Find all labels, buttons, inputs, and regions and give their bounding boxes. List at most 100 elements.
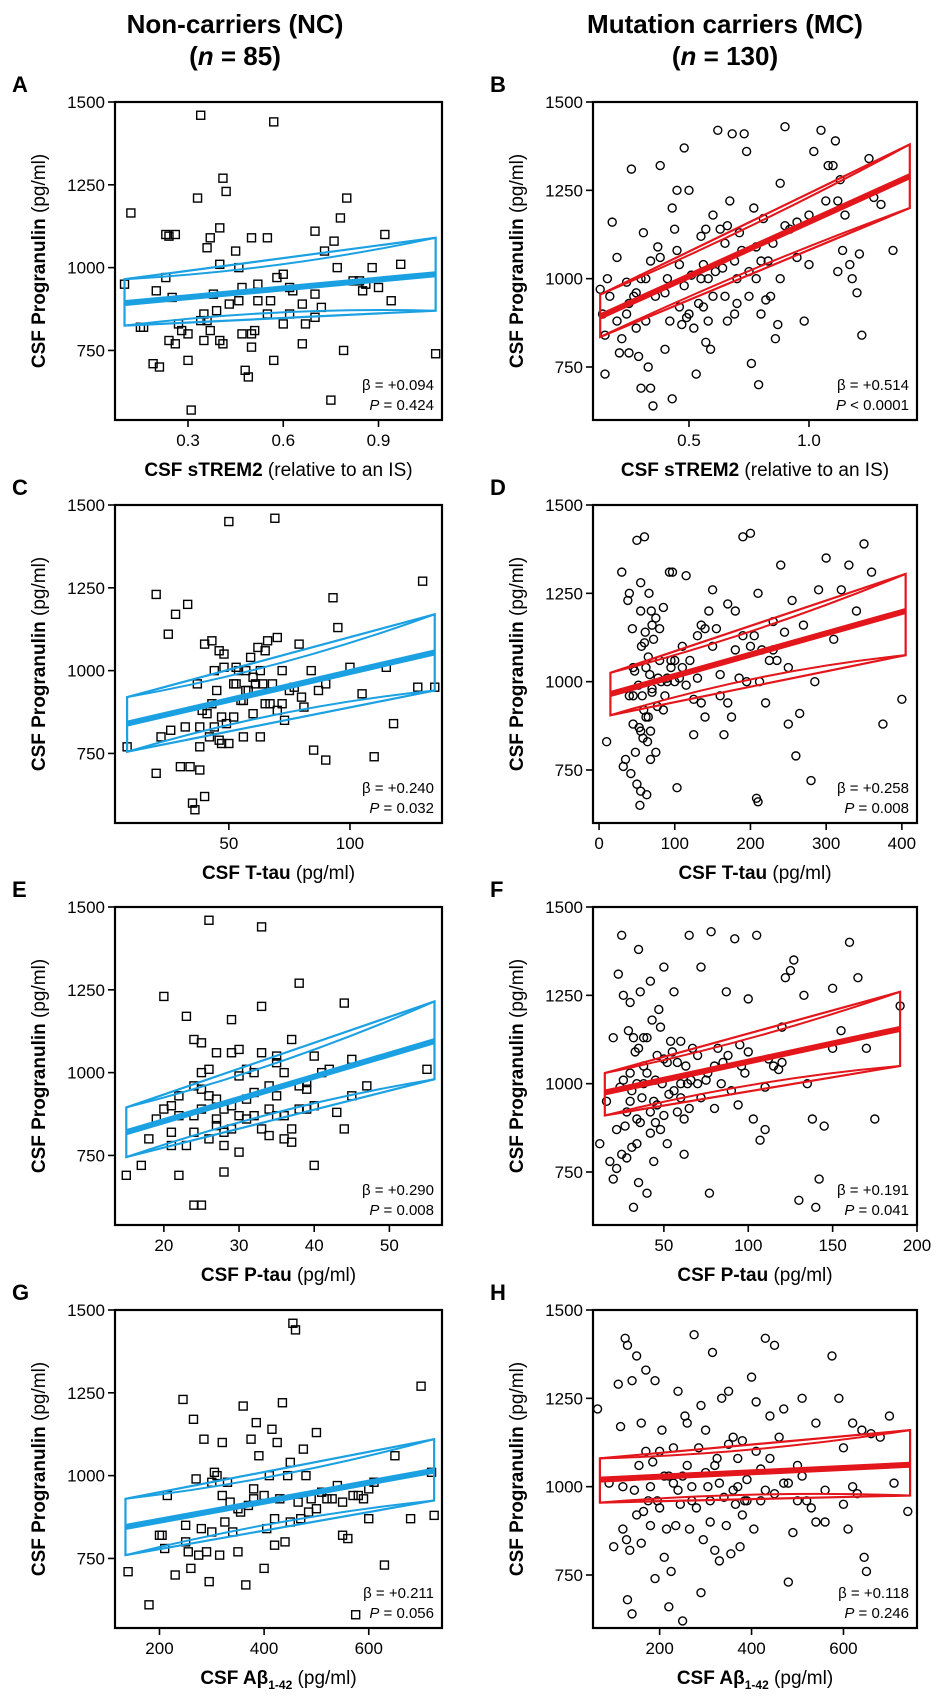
data-point bbox=[689, 323, 699, 333]
data-point bbox=[647, 620, 657, 630]
data-point bbox=[226, 1014, 237, 1025]
y-axis-title-main: CSF Progranulin bbox=[29, 1426, 50, 1576]
data-point bbox=[748, 1114, 759, 1124]
data-point bbox=[783, 1577, 794, 1587]
data-point bbox=[405, 1513, 416, 1524]
data-point bbox=[253, 279, 263, 289]
y-axis-title: CSF Progranulin (pg/ml) bbox=[29, 1362, 50, 1576]
data-point bbox=[151, 286, 161, 296]
data-point bbox=[635, 1117, 645, 1128]
x-axis-title-subscript: 1-42 bbox=[268, 1678, 292, 1692]
data-point bbox=[625, 1096, 635, 1107]
data-point bbox=[662, 1139, 672, 1149]
data-point bbox=[623, 595, 633, 606]
data-point bbox=[311, 1427, 322, 1438]
data-point bbox=[241, 1580, 251, 1590]
data-point bbox=[256, 1001, 267, 1012]
data-point bbox=[703, 273, 713, 284]
data-point bbox=[204, 1134, 214, 1144]
data-point bbox=[429, 1510, 439, 1521]
data-point bbox=[632, 1139, 642, 1149]
data-point bbox=[215, 259, 225, 270]
data-point bbox=[661, 1524, 672, 1534]
data-point bbox=[303, 1507, 314, 1517]
data-point bbox=[159, 1104, 169, 1114]
data-point bbox=[204, 1576, 214, 1587]
data-point bbox=[723, 1050, 733, 1061]
data-point bbox=[379, 1560, 390, 1570]
y-axis-title: CSF Progranulin (pg/ml) bbox=[29, 959, 50, 1173]
data-point bbox=[607, 217, 617, 227]
data-point bbox=[202, 243, 212, 253]
data-point bbox=[161, 229, 171, 240]
x-tick-label: 200 bbox=[645, 1639, 673, 1658]
data-point bbox=[233, 1547, 243, 1557]
data-point bbox=[637, 691, 647, 701]
x-axis-title: CSF P-tau (pg/ml) bbox=[201, 1265, 356, 1286]
data-point bbox=[270, 513, 280, 523]
data-point bbox=[204, 1091, 214, 1101]
data-point bbox=[271, 1057, 282, 1068]
data-point bbox=[743, 994, 753, 1004]
data-point bbox=[807, 1114, 818, 1124]
y-tick-label: 1250 bbox=[545, 1389, 583, 1408]
data-point bbox=[710, 1460, 720, 1471]
data-point bbox=[655, 160, 665, 171]
data-point bbox=[746, 1372, 757, 1382]
data-point bbox=[627, 623, 638, 634]
data-point bbox=[245, 652, 256, 663]
data-point bbox=[224, 738, 234, 749]
x-axis-title-main: CSF sTREM2 bbox=[621, 460, 739, 481]
data-point bbox=[836, 585, 846, 595]
data-point bbox=[170, 339, 181, 349]
data-point bbox=[259, 1563, 269, 1574]
x-tick-label: 0.3 bbox=[176, 431, 200, 450]
data-point bbox=[659, 962, 669, 972]
data-marks bbox=[601, 528, 907, 811]
data-point bbox=[154, 1530, 165, 1540]
data-point bbox=[636, 383, 646, 393]
data-point bbox=[617, 334, 627, 344]
data-point bbox=[735, 1542, 745, 1552]
data-point bbox=[211, 305, 222, 316]
stat-beta: β = +0.258 bbox=[837, 780, 909, 797]
data-point bbox=[625, 997, 635, 1008]
data-point bbox=[823, 160, 833, 171]
data-point bbox=[279, 1067, 289, 1078]
data-point bbox=[240, 365, 250, 376]
data-point bbox=[709, 1103, 720, 1114]
data-point bbox=[608, 1033, 618, 1043]
data-point bbox=[151, 768, 161, 779]
data-point bbox=[847, 1481, 858, 1492]
y-tick-label: 750 bbox=[77, 341, 105, 360]
x-tick-label: 150 bbox=[818, 1236, 846, 1255]
data-point bbox=[749, 203, 759, 213]
data-point bbox=[369, 752, 379, 762]
data-point bbox=[799, 316, 809, 326]
data-point bbox=[199, 335, 209, 346]
stat-p-value: = 0.008 bbox=[854, 800, 909, 817]
data-point bbox=[166, 1101, 177, 1111]
data-point bbox=[624, 588, 635, 599]
data-point bbox=[250, 679, 261, 689]
data-point bbox=[272, 1437, 282, 1448]
plot-frame bbox=[113, 1308, 444, 1630]
data-point bbox=[297, 339, 308, 349]
data-point bbox=[183, 329, 193, 339]
panel-label: A bbox=[12, 72, 28, 97]
data-point bbox=[751, 1397, 761, 1407]
data-point bbox=[854, 249, 865, 259]
data-point bbox=[634, 1460, 644, 1471]
data-point bbox=[751, 273, 761, 284]
data-point bbox=[684, 1524, 695, 1534]
data-point bbox=[301, 1470, 311, 1481]
y-axis-title-main: CSF Progranulin bbox=[29, 218, 50, 368]
y-tick-label: 1000 bbox=[67, 1064, 105, 1083]
data-point bbox=[183, 355, 193, 366]
x-axis-title: CSF sTREM2 (relative to an IS) bbox=[621, 460, 889, 481]
y-tick-label: 750 bbox=[555, 1163, 583, 1182]
data-point bbox=[121, 1170, 131, 1181]
data-point bbox=[417, 576, 428, 586]
data-point bbox=[705, 1517, 715, 1527]
data-point bbox=[654, 623, 665, 634]
